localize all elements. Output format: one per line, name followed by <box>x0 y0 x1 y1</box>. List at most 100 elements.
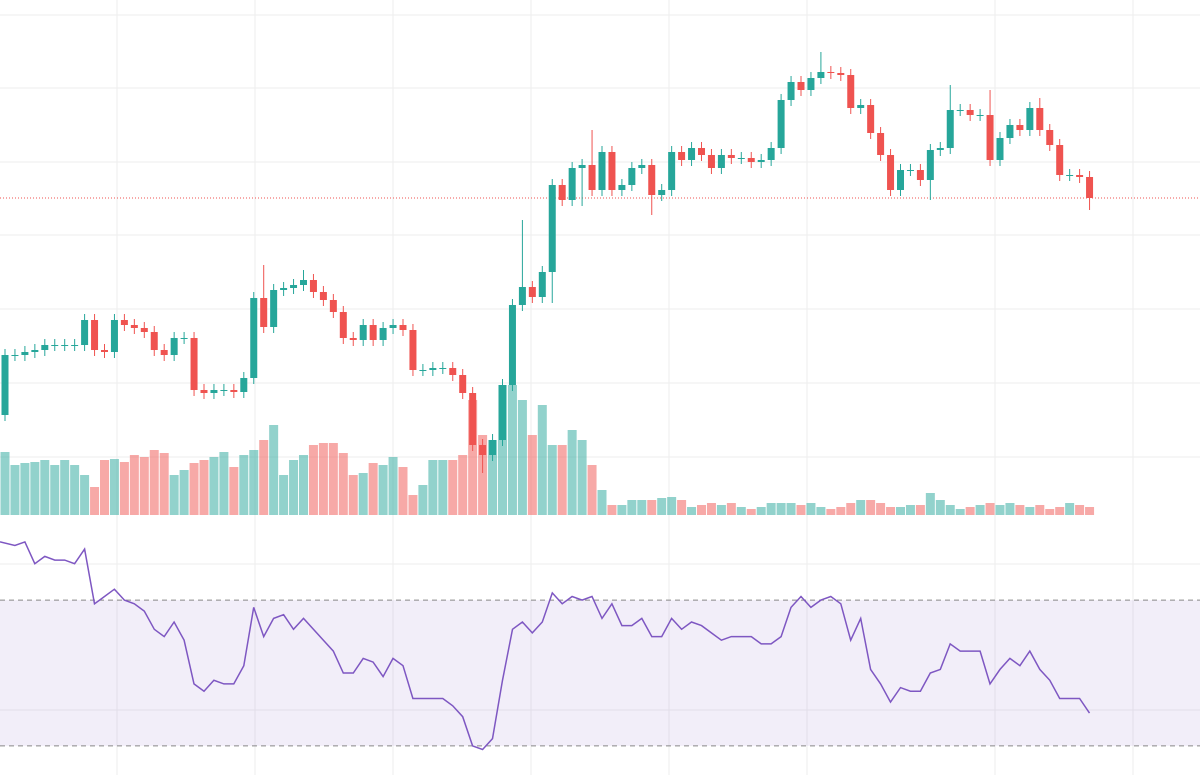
candle-body <box>936 148 944 150</box>
volume-bar <box>418 485 428 515</box>
candle-body <box>817 72 825 78</box>
candle-body <box>469 393 477 445</box>
candle-body <box>797 82 805 90</box>
volume-bar <box>667 497 677 515</box>
volume-bar <box>886 507 896 515</box>
volume-bar <box>726 503 736 515</box>
candle-body <box>757 160 765 162</box>
volume-bar <box>706 503 716 515</box>
volume-bar <box>438 460 448 515</box>
volume-bar <box>905 505 915 515</box>
volume-bar <box>736 507 746 515</box>
candle-body <box>309 280 317 292</box>
candle-body <box>429 368 437 370</box>
candle-body <box>1086 177 1094 198</box>
candle-body <box>1036 108 1044 130</box>
volume-bar <box>249 450 259 515</box>
rsi-line <box>0 540 1091 751</box>
volume-bar <box>826 509 836 515</box>
candle-body <box>21 352 29 355</box>
volume-bar <box>60 460 70 515</box>
volume-bar <box>776 503 786 515</box>
volume-bar <box>945 505 955 515</box>
volume-bar <box>328 443 338 515</box>
volume-bar <box>965 507 975 515</box>
candle-body <box>140 328 148 332</box>
volume-bar <box>995 505 1005 515</box>
volume-bar <box>816 507 826 515</box>
candle-body <box>857 105 865 108</box>
volume-bar <box>279 475 289 515</box>
volume-bar <box>458 455 468 515</box>
volume-bar <box>1065 503 1075 515</box>
candle-body <box>81 320 89 345</box>
candle-body <box>1066 175 1074 176</box>
candle-body <box>747 158 755 162</box>
candle-body <box>439 368 447 369</box>
candle-body <box>349 338 357 340</box>
volume-bar <box>806 503 816 515</box>
candle-body <box>956 110 964 111</box>
candle-body <box>399 325 407 330</box>
candle-body <box>31 350 39 352</box>
volume-bar <box>527 435 537 515</box>
candle-body <box>976 115 984 116</box>
candle-body <box>409 330 417 370</box>
candle-body <box>71 345 79 346</box>
volume-bar <box>507 385 517 515</box>
volume-bar <box>0 452 10 515</box>
candle-body <box>588 165 596 190</box>
volume-bar <box>766 503 776 515</box>
candle-body <box>558 185 566 200</box>
candle-body <box>528 287 536 297</box>
volume-bar <box>796 505 806 515</box>
candle-body <box>459 375 467 393</box>
candle-body <box>867 105 875 133</box>
volume-bar <box>836 507 846 515</box>
candle-body <box>150 332 158 350</box>
volume-bar <box>259 440 269 515</box>
volume-bar <box>985 503 995 515</box>
volume-bar <box>408 495 418 515</box>
candle-body <box>578 165 586 168</box>
candle-body <box>419 370 427 371</box>
volume-bar <box>388 457 398 515</box>
candle-body <box>41 345 49 350</box>
candle-body <box>280 288 288 290</box>
candle-body <box>250 298 258 378</box>
candle-body <box>319 292 327 300</box>
volume-bar <box>308 445 318 515</box>
volume-bar <box>657 498 667 515</box>
volume-bar <box>478 435 488 515</box>
candle-body <box>290 285 298 288</box>
candle-body <box>906 170 914 171</box>
candle-body <box>260 298 268 327</box>
volume-bar <box>607 505 617 515</box>
volume-bar <box>159 453 169 515</box>
volume-bar <box>1075 505 1085 515</box>
volume-bar <box>368 463 378 515</box>
candle-body <box>1056 145 1064 175</box>
candle-body <box>986 115 994 160</box>
candle-body <box>946 110 954 148</box>
volume-bar <box>448 460 458 515</box>
volume-bar <box>517 400 527 515</box>
candle-body <box>658 190 666 195</box>
candles <box>1 52 1094 473</box>
volume-bar <box>537 405 547 515</box>
volume-bar <box>289 460 299 515</box>
volume-bar <box>80 475 90 515</box>
volume-bar <box>856 500 866 515</box>
volume-bar <box>746 509 756 515</box>
candle-body <box>638 165 646 168</box>
candle-body <box>707 155 715 168</box>
candle-body <box>807 78 815 90</box>
candle-body <box>379 328 387 340</box>
volume-bar <box>716 505 726 515</box>
volume-bar <box>358 473 368 515</box>
volume-bar <box>627 500 637 515</box>
candle-body <box>916 170 924 180</box>
volume-bar <box>1015 505 1025 515</box>
volume-bar <box>239 455 249 515</box>
